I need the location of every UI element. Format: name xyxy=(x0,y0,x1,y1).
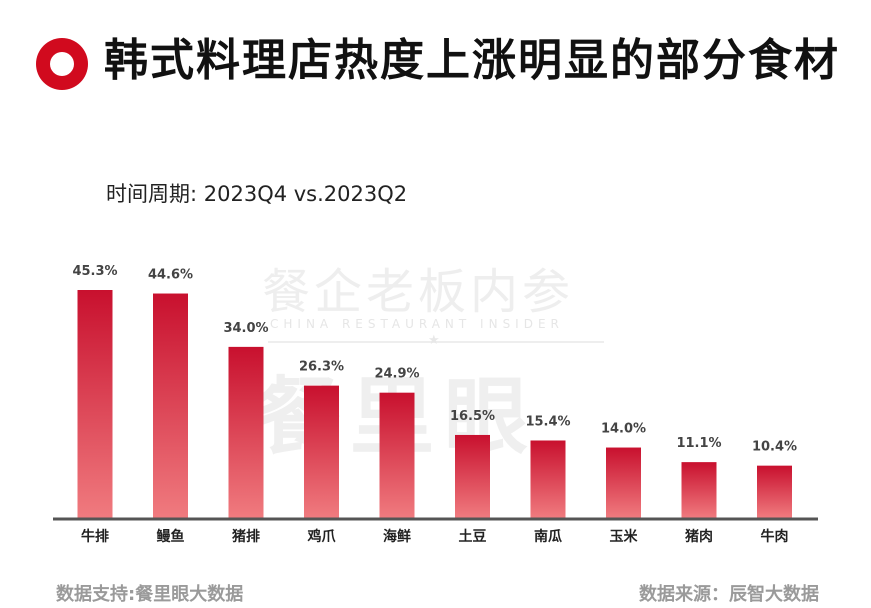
x-tick-label: 鳗鱼 xyxy=(157,528,185,545)
bar-牛排 xyxy=(77,290,113,518)
x-tick-label: 牛肉 xyxy=(761,528,789,545)
title-bullet-icon xyxy=(36,38,88,90)
bar-猪排 xyxy=(228,346,264,518)
x-tick-label: 南瓜 xyxy=(534,528,562,545)
data-label: 15.4% xyxy=(525,414,570,429)
watermark-name: 餐企老板内参 xyxy=(262,264,575,320)
bar-海鲜 xyxy=(379,392,415,518)
chart-subtitle: 时间周期: 2023Q4 vs.2023Q2 xyxy=(106,182,408,206)
footer-data-source: 数据来源：辰智大数据 xyxy=(639,584,819,605)
bar-鳗鱼 xyxy=(153,293,188,518)
watermark-divider xyxy=(268,341,604,343)
data-label: 14.0% xyxy=(601,422,646,437)
data-label: 44.6% xyxy=(148,268,193,283)
bar-猪肉 xyxy=(681,462,717,518)
bar-牛肉 xyxy=(757,465,792,518)
bar-鸡爪 xyxy=(304,385,339,518)
data-label: 16.5% xyxy=(450,409,495,424)
data-label: 11.1% xyxy=(676,436,721,451)
x-tick-label: 猪排 xyxy=(231,528,260,545)
x-tick-label: 土豆 xyxy=(459,528,487,545)
bar-玉米 xyxy=(606,447,641,518)
x-tick-label: 猪肉 xyxy=(684,528,713,545)
bar-南瓜 xyxy=(530,440,566,518)
watermark-english: CHINA RESTAURANT INSIDER xyxy=(270,317,564,331)
data-label: 45.3% xyxy=(72,264,117,279)
data-label: 24.9% xyxy=(374,367,419,382)
footer-data-support: 数据支持:餐里眼大数据 xyxy=(56,584,244,605)
x-tick-label: 玉米 xyxy=(610,528,639,545)
x-tick-label: 牛排 xyxy=(81,528,109,545)
chart-title: 韩式料理店热度上涨明显的部分食材 xyxy=(104,35,840,86)
data-label: 34.0% xyxy=(223,321,268,336)
bar-土豆 xyxy=(455,434,490,518)
bar-chart: 45.3% 牛排 44.6% 鳗鱼 34.0% 猪排 26.3% 鸡爪 24.9% 海鲜 16.5%… xyxy=(53,264,818,545)
x-tick-label: 鸡爪 xyxy=(307,528,337,545)
data-label: 26.3% xyxy=(299,360,344,375)
x-tick-label: 海鲜 xyxy=(383,528,411,545)
watermark-star-icon: ★ xyxy=(428,333,440,348)
data-label: 10.4% xyxy=(752,440,797,455)
